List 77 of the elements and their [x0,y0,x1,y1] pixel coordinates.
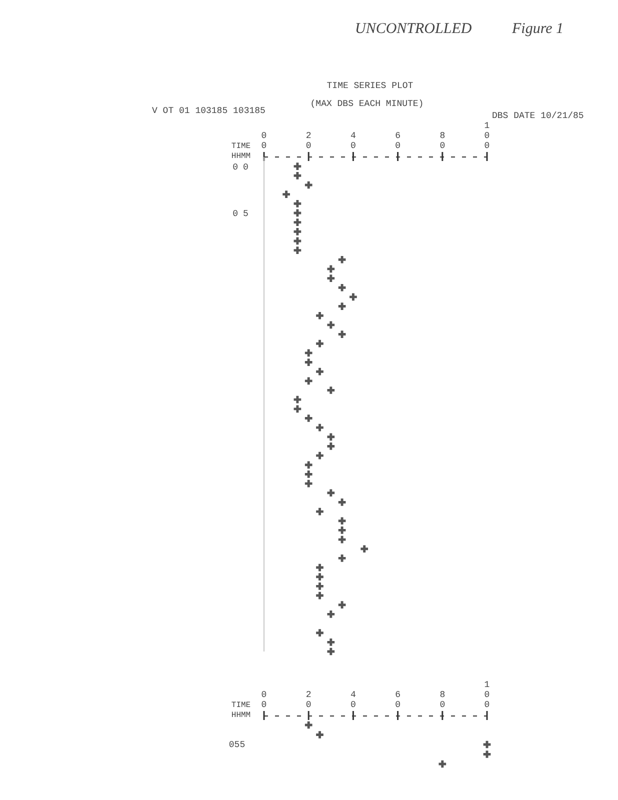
point [304,181,312,189]
x-tick-label: 2 0 [306,131,312,151]
point [304,358,312,366]
point [327,321,335,329]
point [304,470,312,478]
x-tick-label: 6 0 [395,131,401,151]
point [304,721,312,729]
text: 055 [228,740,246,750]
chart-subtitle: (MAX DBS EACH MINUTE) [310,99,424,109]
point [350,293,357,301]
point [338,498,346,506]
point [316,564,324,572]
point [338,536,346,544]
point [327,442,335,450]
point [294,172,302,180]
point [327,638,335,646]
text: V OT 01 103185 103185 [152,106,266,116]
x-tick-label: 8 0 [440,690,446,710]
point [294,162,302,170]
y-axis-title: TIME HHMM [231,142,251,161]
point [327,265,335,273]
caption: Figure 1 [511,21,564,37]
point [304,349,312,357]
point [294,218,302,226]
x-tick-label: 2 0 [306,690,312,710]
chart-title: TIME SERIES PLOT [326,81,414,91]
point [294,237,302,245]
x-tick-label: 00 [261,131,267,151]
point [304,461,312,469]
text: UNCONTROLLED [355,21,472,37]
point [338,284,346,292]
point [360,545,368,553]
point [327,610,335,618]
point [438,760,446,768]
x-tick-label: 00 [261,690,267,710]
x-tick-label: 1 00 [484,121,490,151]
x-tick-label: 8 0 [440,131,446,151]
point [338,526,346,534]
point [294,200,302,208]
point [294,405,302,413]
point [316,508,324,516]
point [338,302,346,310]
point [294,246,302,254]
point [294,396,302,404]
point [316,582,324,590]
point [304,414,312,422]
point [294,228,302,236]
point [327,648,335,656]
point [338,554,346,562]
point [483,750,491,758]
point [338,256,346,264]
y-tick-label: 05 [232,208,254,219]
point [338,330,346,338]
point [316,731,324,738]
point [327,274,335,282]
point [304,377,312,385]
point [316,592,324,600]
point [316,340,324,348]
point [316,312,324,320]
point [338,517,346,525]
point [316,629,324,637]
point [327,386,335,394]
point [338,601,346,609]
point [316,573,324,581]
text: DBS DATE 10/21/85 [492,111,584,121]
point [316,452,324,460]
x-tick-label: 4 0 [350,131,356,151]
point [304,480,312,488]
point [327,489,335,497]
x-tick-label: 6 0 [395,690,401,710]
x-tick-label: 4 0 [350,690,356,710]
point [316,368,324,376]
y-axis-title: TIME HHMM [231,701,251,720]
x-tick-label: 1 00 [484,680,490,710]
point [316,424,324,432]
point [327,433,335,441]
point [282,190,290,198]
